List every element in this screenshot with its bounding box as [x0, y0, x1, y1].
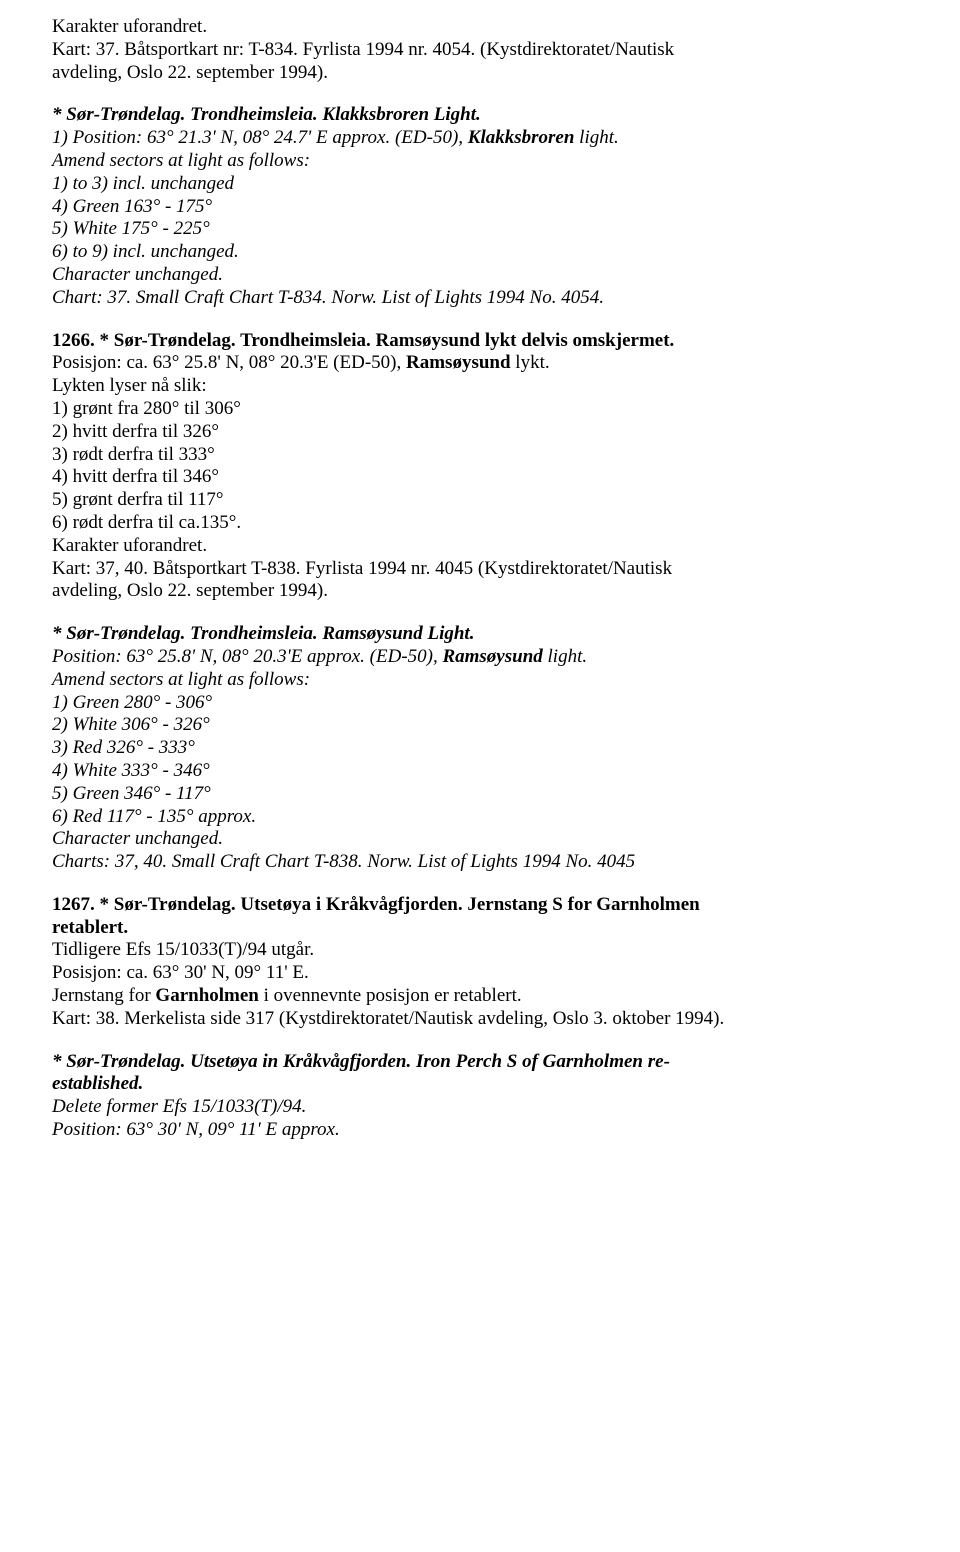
text-line: 1) Position: 63° 21.3' N, 08° 24.7' E ap… [52, 127, 468, 148]
section-heading: * Sør-Trøndelag. Trondheimsleia. Klakksb… [52, 104, 481, 125]
paragraph-5: 1267. * Sør-Trøndelag. Utsetøya i Kråkvå… [52, 894, 908, 1031]
text-line: Kart: 38. Merkelista side 317 (Kystdirek… [52, 1008, 724, 1029]
paragraph-1: Karakter uforandret. Kart: 37. Båtsportk… [52, 16, 908, 84]
paragraph-6: * Sør-Trøndelag. Utsetøya in Kråkvågfjor… [52, 1051, 908, 1142]
text-line: Position: 63° 30' N, 09° 11' E approx. [52, 1119, 340, 1140]
text-line: avdeling, Oslo 22. september 1994). [52, 62, 328, 83]
text-line: light. [543, 646, 587, 667]
text-line: Character unchanged. [52, 828, 223, 849]
text-line: Delete former Efs 15/1033(T)/94. [52, 1096, 306, 1117]
text-line: Kart: 37. Båtsportkart nr: T-834. Fyrlis… [52, 39, 674, 60]
section-heading: * Sør-Trøndelag. Trondheimsleia. Ramsøys… [52, 623, 474, 644]
text-line: light. [574, 127, 618, 148]
text-line: Lykten lyser nå slik: [52, 375, 207, 396]
text-line: i ovennevnte posisjon er retablert. [259, 985, 522, 1006]
text-line: 4) White 333° - 346° [52, 760, 210, 781]
text-line: Posisjon: ca. 63° 30' N, 09° 11' E. [52, 962, 309, 983]
text-line: 1) grønt fra 280° til 306° [52, 398, 241, 419]
text-line: Posisjon: ca. 63° 25.8' N, 08° 20.3'E (E… [52, 352, 406, 373]
text-line: Jernstang for [52, 985, 155, 1006]
text-line: Amend sectors at light as follows: [52, 150, 310, 171]
text-line: 6) to 9) incl. unchanged. [52, 241, 239, 262]
section-heading: * Sør-Trøndelag. Utsetøya in Kråkvågfjor… [52, 1051, 670, 1072]
text-line: Position: 63° 25.8' N, 08° 20.3'E approx… [52, 646, 442, 667]
section-heading: 1267. * Sør-Trøndelag. Utsetøya i Kråkvå… [52, 894, 700, 915]
text-line: 4) hvitt derfra til 346° [52, 466, 219, 487]
text-line: 5) White 175° - 225° [52, 218, 210, 239]
text-line: 5) grønt derfra til 117° [52, 489, 224, 510]
text-line: Character unchanged. [52, 264, 223, 285]
text-line: Karakter uforandret. [52, 16, 207, 37]
text-line: lykt. [511, 352, 550, 373]
text-line: Charts: 37, 40. Small Craft Chart T-838.… [52, 851, 635, 872]
text-line: Ramsøysund [406, 352, 511, 373]
text-line: 2) hvitt derfra til 326° [52, 421, 219, 442]
text-line: Tidligere Efs 15/1033(T)/94 utgår. [52, 939, 314, 960]
text-line: 6) Red 117° - 135° approx. [52, 806, 256, 827]
paragraph-2: * Sør-Trøndelag. Trondheimsleia. Klakksb… [52, 104, 908, 309]
text-line: 1) Green 280° - 306° [52, 692, 212, 713]
section-heading: retablert. [52, 917, 128, 938]
text-line: avdeling, Oslo 22. september 1994). [52, 580, 328, 601]
text-line: 6) rødt derfra til ca.135°. [52, 512, 241, 533]
text-line: 4) Green 163° - 175° [52, 196, 212, 217]
text-line: 5) Green 346° - 117° [52, 783, 211, 804]
text-line: 3) Red 326° - 333° [52, 737, 195, 758]
text-line: Ramsøysund [442, 646, 542, 667]
text-line: Karakter uforandret. [52, 535, 207, 556]
text-line: 3) rødt derfra til 333° [52, 444, 215, 465]
paragraph-4: * Sør-Trøndelag. Trondheimsleia. Ramsøys… [52, 623, 908, 874]
text-line: Kart: 37, 40. Båtsportkart T-838. Fyrlis… [52, 558, 672, 579]
section-heading: 1266. * Sør-Trøndelag. Trondheimsleia. R… [52, 330, 674, 351]
text-line: Klakksbroren [468, 127, 575, 148]
paragraph-3: 1266. * Sør-Trøndelag. Trondheimsleia. R… [52, 330, 908, 604]
text-line: Garnholmen [155, 985, 258, 1006]
text-line: Chart: 37. Small Craft Chart T-834. Norw… [52, 287, 604, 308]
text-line: Amend sectors at light as follows: [52, 669, 310, 690]
section-heading: established. [52, 1073, 143, 1094]
text-line: 2) White 306° - 326° [52, 714, 210, 735]
text-line: 1) to 3) incl. unchanged [52, 173, 234, 194]
